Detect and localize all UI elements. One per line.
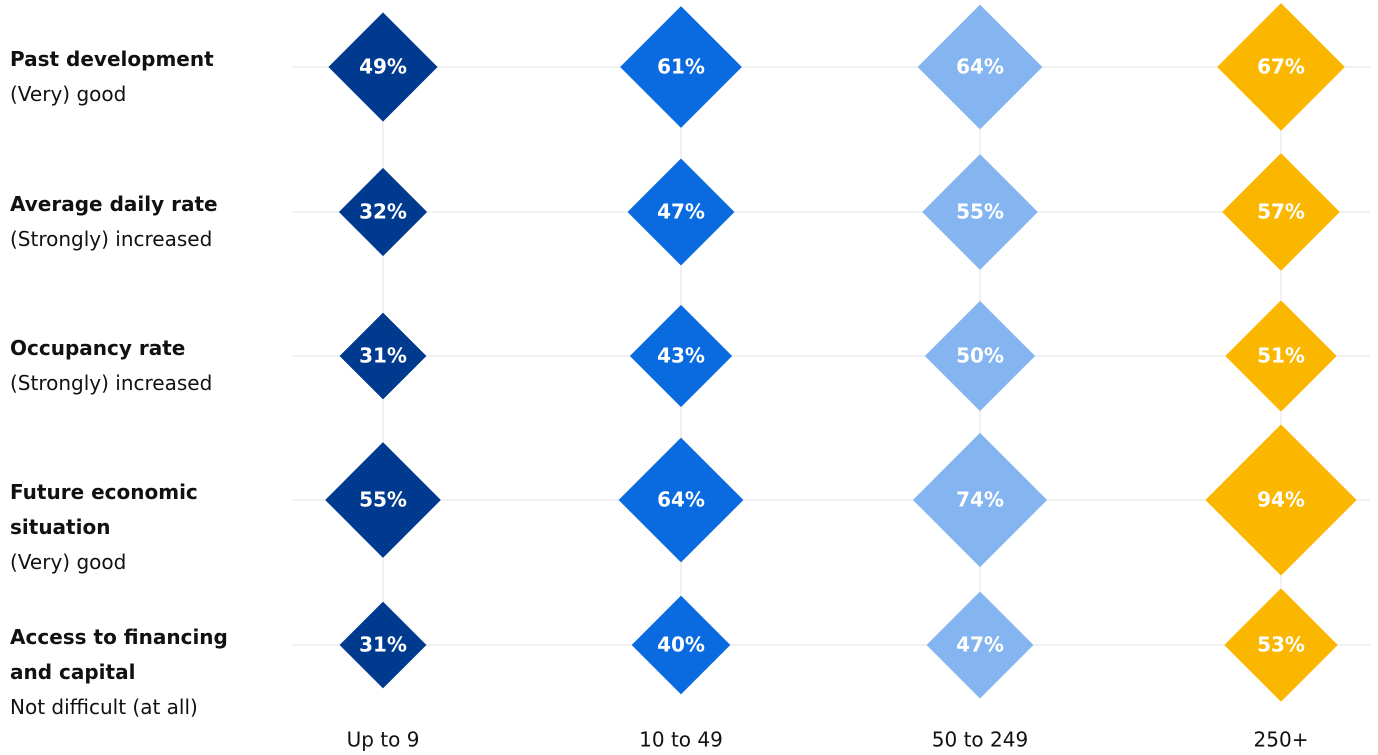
value-label: 40% bbox=[657, 633, 705, 657]
value-label: 55% bbox=[956, 200, 1004, 224]
diamond bbox=[620, 6, 742, 128]
diamond bbox=[631, 595, 731, 695]
value-label: 31% bbox=[359, 344, 407, 368]
diamond bbox=[922, 154, 1038, 270]
diamond bbox=[1205, 424, 1357, 576]
diamond bbox=[338, 167, 428, 257]
row-subtitle: (Very) good bbox=[10, 550, 127, 574]
value-label: 55% bbox=[359, 488, 407, 512]
value-label: 49% bbox=[359, 55, 407, 79]
diamond bbox=[627, 158, 735, 266]
diamond bbox=[1225, 300, 1337, 412]
row-subtitle: (Strongly) increased bbox=[10, 371, 213, 395]
diamond bbox=[339, 601, 427, 689]
row-subtitle: (Strongly) increased bbox=[10, 227, 213, 251]
row-name: Occupancy rate bbox=[10, 336, 186, 360]
row-name: Past development bbox=[10, 47, 214, 71]
value-label: 47% bbox=[657, 200, 705, 224]
diamond bbox=[912, 432, 1048, 568]
value-label: 74% bbox=[956, 488, 1004, 512]
diamond bbox=[1217, 3, 1345, 131]
value-label: 31% bbox=[359, 633, 407, 657]
x-tick-label: 50 to 249 bbox=[932, 728, 1028, 752]
diamond bbox=[629, 304, 733, 408]
value-label: 94% bbox=[1257, 488, 1305, 512]
row-name: Future economic situation bbox=[10, 480, 198, 539]
value-label: 64% bbox=[657, 488, 705, 512]
value-label: 67% bbox=[1257, 55, 1305, 79]
x-tick-label: Up to 9 bbox=[347, 728, 420, 752]
row-name: Average daily rate bbox=[10, 192, 218, 216]
x-tick-label: 250+ bbox=[1254, 728, 1309, 752]
row-label: Past development (Very) good bbox=[10, 42, 250, 112]
row-label: Occupancy rate (Strongly) increased bbox=[10, 331, 250, 401]
value-label: 43% bbox=[657, 344, 705, 368]
diamond bbox=[1222, 153, 1340, 271]
value-label: 53% bbox=[1257, 633, 1305, 657]
value-label: 47% bbox=[956, 633, 1004, 657]
row-name: Access to financing and capital bbox=[10, 625, 228, 684]
row-subtitle: (Very) good bbox=[10, 82, 127, 106]
value-label: 32% bbox=[359, 200, 407, 224]
row-subtitle: Not difficult (at all) bbox=[10, 695, 198, 719]
value-label: 57% bbox=[1257, 200, 1305, 224]
diamond bbox=[618, 437, 744, 563]
row-label: Average daily rate (Strongly) increased bbox=[10, 187, 250, 257]
value-label: 51% bbox=[1257, 344, 1305, 368]
diamond bbox=[325, 442, 441, 558]
row-label: Future economic situation (Very) good bbox=[10, 475, 250, 580]
diamond bbox=[1224, 588, 1338, 702]
diamond bbox=[917, 4, 1043, 130]
x-tick-label: 10 to 49 bbox=[639, 728, 723, 752]
diamond bbox=[926, 591, 1034, 699]
value-label: 64% bbox=[956, 55, 1004, 79]
value-label: 61% bbox=[657, 55, 705, 79]
diamond bbox=[328, 12, 438, 122]
value-label: 50% bbox=[956, 344, 1004, 368]
diamond bbox=[339, 312, 427, 400]
diamond bbox=[924, 300, 1036, 412]
row-label: Access to financing and capital Not diffi… bbox=[10, 620, 250, 725]
